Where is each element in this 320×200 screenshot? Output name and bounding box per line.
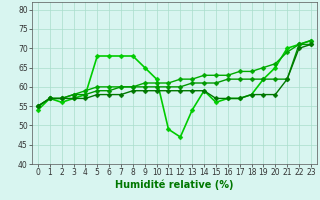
- X-axis label: Humidité relative (%): Humidité relative (%): [115, 180, 234, 190]
